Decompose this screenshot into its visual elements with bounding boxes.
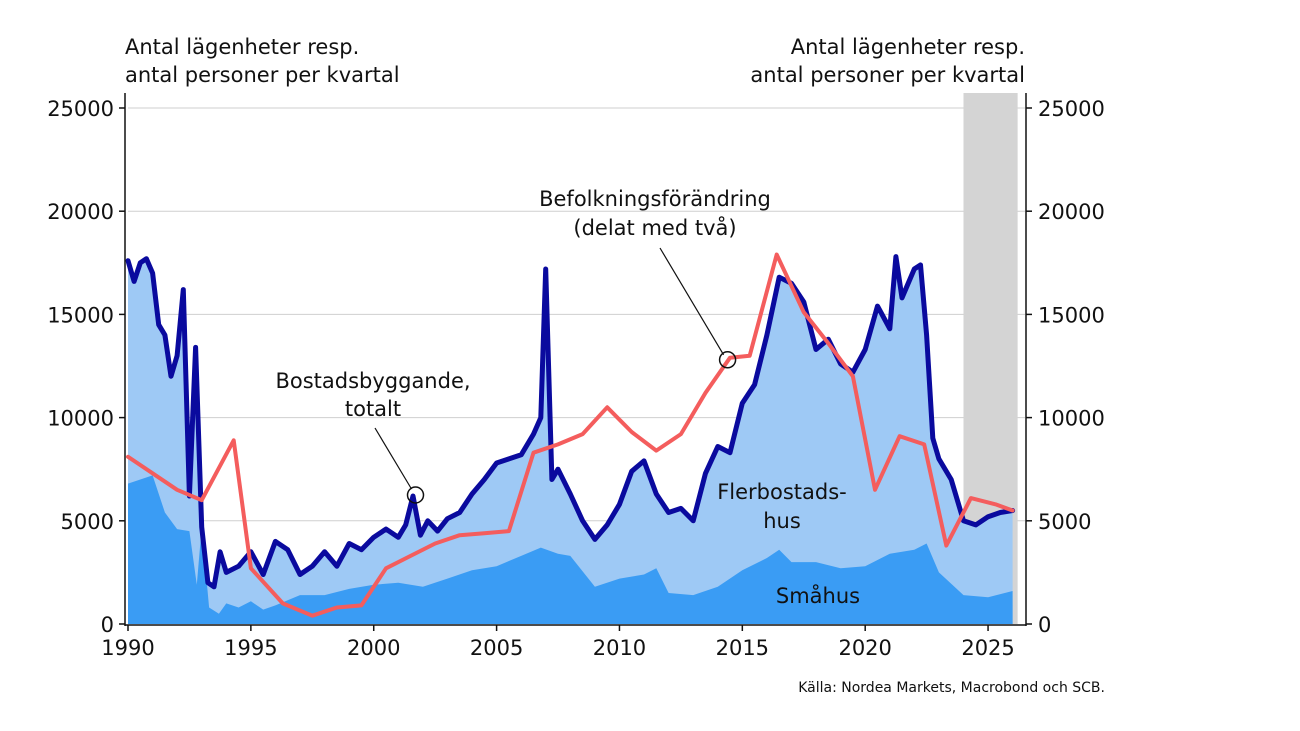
y-tick-right: 5000 [1038, 510, 1091, 534]
axis-titles: Antal lägenheter resp. antal personer per… [125, 35, 1025, 87]
y-tick-left: 20000 [47, 200, 114, 224]
x-tick: 2020 [838, 636, 891, 660]
y-tick-left: 15000 [47, 303, 114, 327]
smahus-area [128, 475, 1013, 624]
tick-labels: 0 0 5000 5000 10000 10000 15000 15000 20000 20000… [47, 97, 1105, 660]
y-tick-right: 20000 [1038, 200, 1105, 224]
x-tick: 1990 [101, 636, 154, 660]
y-tick-right: 25000 [1038, 97, 1105, 121]
x-tick: 2025 [961, 636, 1014, 660]
label-smahus: Småhus [776, 583, 860, 608]
y-tick-right: 0 [1038, 613, 1051, 637]
bostadsbyggande-totalt-line [125, 254, 1016, 590]
befolkningsforandring-line [126, 252, 1015, 618]
x-tick: 2005 [470, 636, 523, 660]
x-tick: 1995 [224, 636, 277, 660]
x-tick: 2000 [347, 636, 400, 660]
annotation-marker-befolkning [718, 351, 737, 369]
flerbostadshus-area [128, 256, 1013, 624]
y-tick-right: 10000 [1038, 407, 1105, 431]
y-tick-right: 15000 [1038, 303, 1105, 327]
y-tick-left: 10000 [47, 407, 114, 431]
annotation-befolkning: Befolkningsförändring (delat med två) [539, 187, 771, 240]
y-tick-left: 5000 [61, 510, 114, 534]
annotation-bostadsbyggande: Bostadsbyggande, totalt [275, 369, 470, 421]
y-tick-left: 25000 [47, 97, 114, 121]
source-note: Källa: Nordea Markets, Macrobond och SCB… [798, 680, 1105, 696]
axes [124, 93, 1027, 626]
label-flerbostadshus: Flerbostads-hus [717, 480, 847, 533]
x-tick: 2015 [716, 636, 769, 660]
x-tick: 2010 [593, 636, 646, 660]
y-tick-left: 0 [101, 613, 114, 637]
annotation-marker-bostadsbyggande [406, 486, 425, 504]
y-axis-title-left: Antal lägenheter resp. antal personer per… [125, 35, 400, 87]
y-axis-title-right: Antal lägenheter resp. antal personer per… [750, 35, 1025, 87]
annotations: Befolkningsförändring (delat med två) Bost… [275, 187, 860, 608]
